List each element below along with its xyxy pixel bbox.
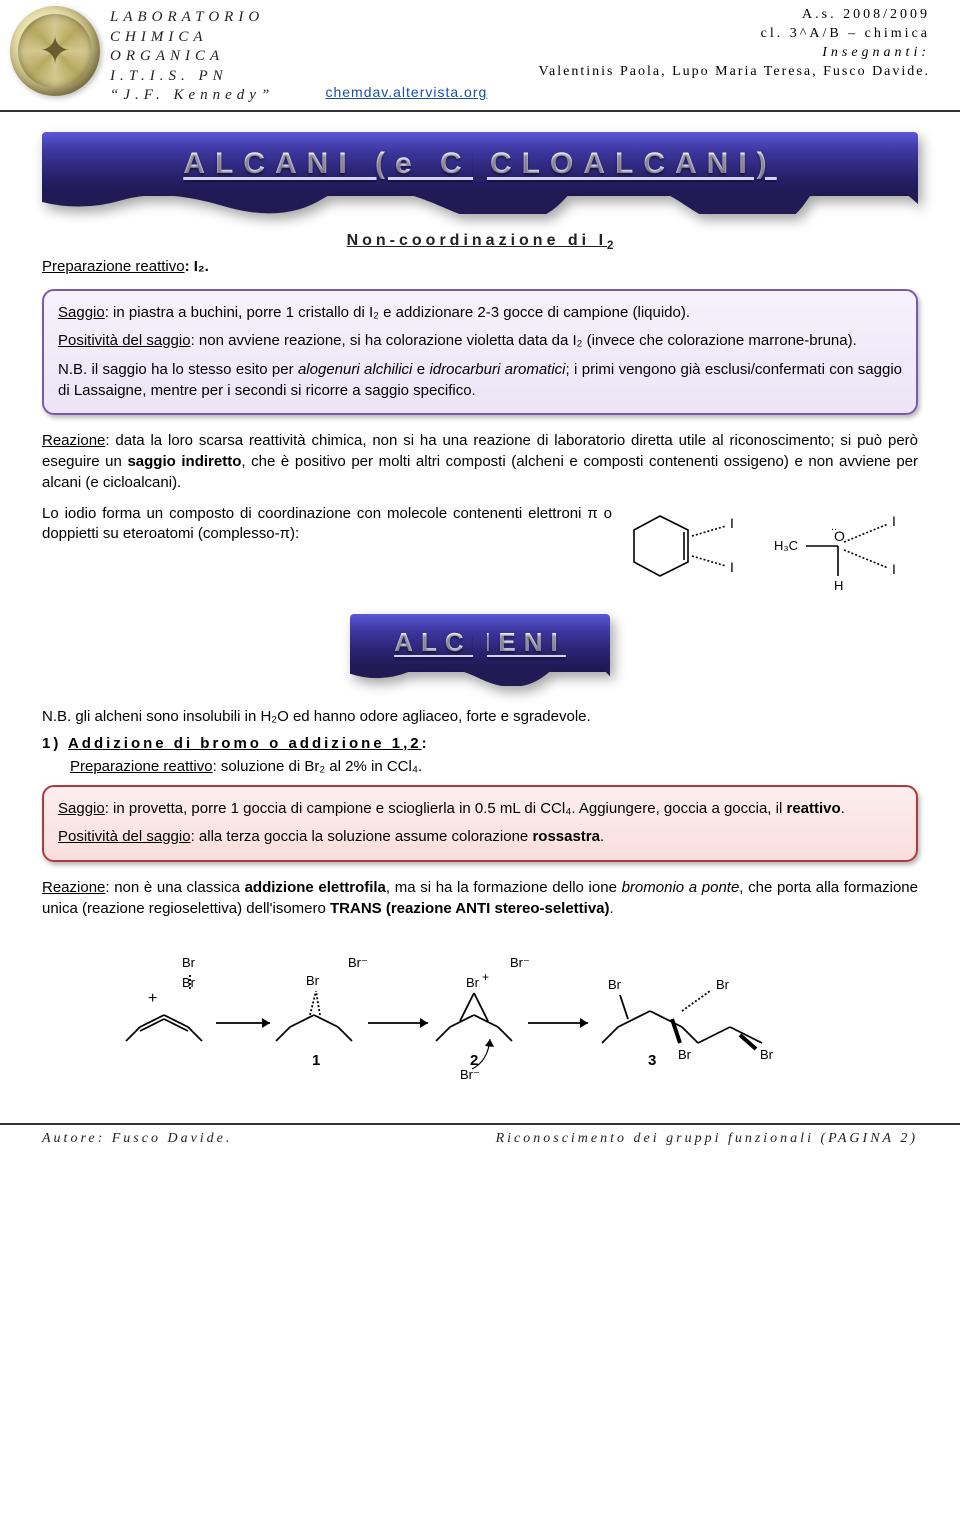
box-line: Positività del saggio: alla terza goccia… [58, 827, 902, 848]
saggio-box-violet: Saggio: in piastra a buchini, porre 1 cr… [42, 289, 918, 416]
banner-text: ALCHENI [394, 627, 566, 658]
page-footer: Autore: Fusco Davide. Riconoscimento dei… [0, 1123, 960, 1157]
hdr-line: I.T.I.S. PN [110, 67, 274, 87]
page-header: LABORATORIO CHIMICA ORGANICA I.T.I.S. PN… [0, 0, 960, 112]
svg-text:+: + [482, 970, 489, 984]
ether-iodine-diagram: H₃C O .. H I I [768, 504, 918, 594]
box-line: N.B. il saggio ha lo stesso esito per al… [58, 360, 902, 401]
site-link-wrap: chemdav.altervista.org [274, 84, 538, 106]
subsection-title: Non-coordinazione di I2 [42, 232, 918, 252]
page-content: ALCANI (e CICLOALCANI) Non-coordinazione… [0, 112, 960, 1092]
hdr-line: “J.F. Kennedy” [110, 86, 274, 106]
footer-author: Autore: Fusco Davide. [42, 1131, 232, 1147]
svg-text:H: H [834, 578, 843, 593]
teachers-names: Valentinis Paola, Lupo Maria Teresa, Fus… [538, 63, 930, 82]
svg-text:Br: Br [716, 977, 730, 992]
svg-text:I: I [892, 561, 896, 577]
svg-text:Br⁻: Br⁻ [348, 955, 368, 970]
box-line: Positività del saggio: non avviene reazi… [58, 331, 902, 352]
svg-text:I: I [892, 513, 896, 529]
school-year: A.s. 2008/2009 [538, 6, 930, 25]
saggio-box-red: Saggio: in provetta, porre 1 goccia di c… [42, 785, 918, 862]
svg-text:I: I [730, 515, 734, 531]
class-code: cl. 3^A/B – chimica [538, 25, 930, 44]
torn-edge-icon [350, 664, 610, 686]
svg-text:Br: Br [466, 975, 480, 990]
svg-text:I: I [730, 559, 734, 575]
torn-edge-icon [42, 192, 918, 214]
title-banner-alcani: ALCANI (e CICLOALCANI) [42, 132, 918, 214]
svg-text:..: .. [831, 521, 837, 533]
svg-text:Br: Br [760, 1047, 774, 1062]
svg-text:Br: Br [182, 955, 196, 970]
footer-page: Riconoscimento dei gruppi funzionali (PA… [496, 1131, 918, 1147]
site-link[interactable]: chemdav.altervista.org [325, 84, 487, 100]
teachers-label: Insegnanti: [538, 44, 930, 63]
svg-text:Br: Br [608, 977, 622, 992]
subsection-bromine: 1) Addizione di bromo o addizione 1,2: [42, 735, 918, 752]
svg-text:H₃C: H₃C [774, 538, 798, 553]
svg-text:Br⁻: Br⁻ [510, 955, 530, 970]
svg-text:+: + [148, 990, 157, 1007]
hdr-line: ORGANICA [110, 47, 274, 67]
hdr-line: LABORATORIO [110, 8, 274, 28]
cyclohexene-iodine-diagram: I I [630, 504, 750, 594]
svg-text:2: 2 [470, 1052, 478, 1069]
prep-line: Preparazione reattivo: I₂. [42, 258, 918, 275]
title-banner-alcheni: ALCHENI [350, 614, 610, 686]
box-line: Saggio: in provetta, porre 1 goccia di c… [58, 799, 902, 820]
course-info: A.s. 2008/2009 cl. 3^A/B – chimica Inseg… [538, 6, 930, 82]
svg-text:Br: Br [678, 1047, 692, 1062]
svg-text:Br⁻: Br⁻ [460, 1067, 480, 1082]
svg-text:1: 1 [312, 1052, 320, 1069]
bromonium-mechanism-diagram: Br Br + Br Br⁻ 1 Br + Br⁻ Br⁻ [120, 931, 840, 1091]
svg-text:3: 3 [648, 1052, 656, 1069]
compass-logo [10, 6, 100, 96]
institution-block: LABORATORIO CHIMICA ORGANICA I.T.I.S. PN… [110, 6, 274, 106]
prep-line-2: Preparazione reattivo: soluzione di Br₂ … [70, 758, 918, 775]
reaction-paragraph-2: Reazione: non è una classica addizione e… [42, 878, 918, 919]
svg-text:Br: Br [182, 975, 196, 990]
svg-text:Br: Br [306, 973, 320, 988]
complex-pi-row: Lo iodio forma un composto di coordinazi… [42, 504, 918, 594]
hdr-line: CHIMICA [110, 28, 274, 48]
iodio-paragraph: Lo iodio forma un composto di coordinazi… [42, 504, 612, 545]
banner-text: ALCANI (e CICLOALCANI) [183, 147, 776, 181]
nb-line: N.B. gli alcheni sono insolubili in H₂O … [42, 708, 918, 725]
box-line: Saggio: in piastra a buchini, porre 1 cr… [58, 303, 902, 324]
reaction-paragraph: Reazione: data la loro scarsa reattività… [42, 431, 918, 493]
